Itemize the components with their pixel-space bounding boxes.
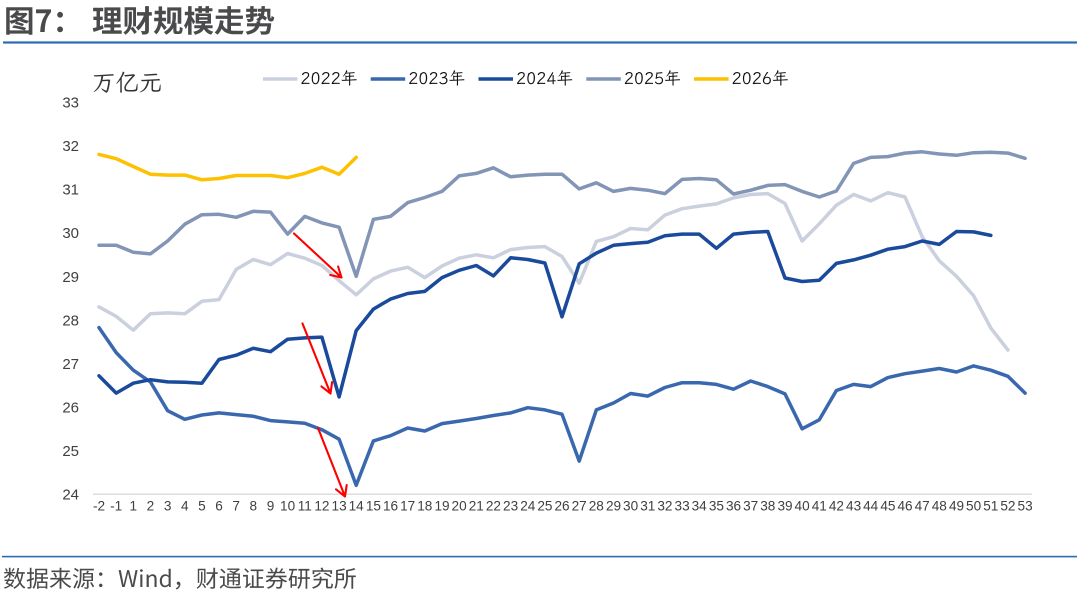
svg-text:25: 25 [62, 443, 79, 460]
svg-text:35: 35 [709, 499, 724, 514]
svg-text:8: 8 [250, 499, 258, 514]
svg-text:13: 13 [332, 499, 347, 514]
svg-text:32: 32 [657, 499, 672, 514]
svg-text:16: 16 [383, 499, 398, 514]
svg-text:-2: -2 [93, 499, 105, 514]
svg-text:33: 33 [62, 95, 79, 112]
svg-text:25: 25 [537, 499, 552, 514]
svg-text:34: 34 [692, 499, 708, 514]
svg-text:4: 4 [181, 499, 189, 514]
svg-text:14: 14 [349, 499, 365, 514]
svg-text:53: 53 [1018, 499, 1033, 514]
svg-text:52: 52 [1000, 499, 1015, 514]
svg-text:22: 22 [486, 499, 501, 514]
svg-text:2: 2 [147, 499, 155, 514]
svg-text:29: 29 [606, 499, 621, 514]
svg-text:49: 49 [949, 499, 964, 514]
svg-text:24: 24 [62, 487, 79, 504]
svg-text:19: 19 [434, 499, 449, 514]
svg-text:44: 44 [863, 499, 879, 514]
svg-text:46: 46 [897, 499, 912, 514]
svg-text:23: 23 [503, 499, 518, 514]
svg-text:42: 42 [829, 499, 844, 514]
svg-text:29: 29 [62, 269, 79, 286]
svg-text:30: 30 [623, 499, 639, 514]
svg-text:15: 15 [366, 499, 381, 514]
svg-text:6: 6 [215, 499, 223, 514]
svg-text:41: 41 [812, 499, 827, 514]
svg-text:43: 43 [846, 499, 861, 514]
svg-text:26: 26 [62, 400, 79, 417]
svg-text:33: 33 [675, 499, 690, 514]
svg-text:7: 7 [232, 499, 240, 514]
svg-text:10: 10 [280, 499, 296, 514]
svg-text:1: 1 [130, 499, 138, 514]
svg-text:47: 47 [915, 499, 930, 514]
svg-text:30: 30 [62, 225, 79, 242]
svg-text:37: 37 [743, 499, 758, 514]
svg-text:45: 45 [880, 499, 895, 514]
svg-text:31: 31 [640, 499, 655, 514]
svg-text:20: 20 [452, 499, 468, 514]
svg-text:28: 28 [589, 499, 604, 514]
svg-text:26: 26 [554, 499, 569, 514]
svg-text:27: 27 [572, 499, 587, 514]
svg-text:32: 32 [62, 138, 79, 155]
svg-text:27: 27 [62, 356, 79, 373]
svg-text:51: 51 [983, 499, 998, 514]
svg-text:21: 21 [469, 499, 484, 514]
svg-text:11: 11 [298, 499, 312, 514]
svg-text:38: 38 [760, 499, 775, 514]
svg-text:5: 5 [198, 499, 206, 514]
svg-text:50: 50 [966, 499, 982, 514]
svg-text:24: 24 [520, 499, 536, 514]
svg-text:9: 9 [267, 499, 275, 514]
svg-text:3: 3 [164, 499, 172, 514]
svg-text:36: 36 [726, 499, 741, 514]
svg-text:-1: -1 [110, 499, 122, 514]
svg-text:39: 39 [777, 499, 792, 514]
svg-text:31: 31 [62, 182, 79, 199]
svg-text:40: 40 [795, 499, 811, 514]
svg-text:28: 28 [62, 312, 79, 329]
svg-text:48: 48 [932, 499, 947, 514]
svg-text:12: 12 [314, 499, 329, 514]
svg-text:17: 17 [400, 499, 415, 514]
svg-text:18: 18 [417, 499, 432, 514]
